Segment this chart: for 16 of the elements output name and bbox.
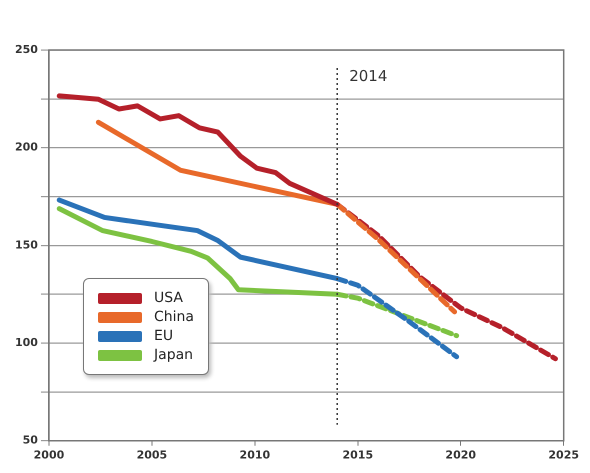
legend-label: USA <box>154 290 183 306</box>
y-tick-label: 200 <box>14 140 38 154</box>
x-tick-label: 2000 <box>34 448 65 462</box>
x-tick-label: 2025 <box>548 448 580 462</box>
y-tick-label: 50 <box>22 434 38 447</box>
legend-label: Japan <box>154 347 194 363</box>
y-tick-label: 100 <box>14 336 38 349</box>
ref-line-label: 2014 <box>349 66 388 85</box>
legend-label: EU <box>154 328 174 344</box>
y-tick-label: 150 <box>14 238 38 252</box>
x-tick-label: 2010 <box>240 448 271 462</box>
legend-label: China <box>154 309 194 325</box>
x-tick-label: 2005 <box>136 448 168 462</box>
y-tick-label: 250 <box>14 42 38 56</box>
x-tick-label: 2015 <box>342 448 374 462</box>
x-tick-label: 2020 <box>445 448 476 462</box>
